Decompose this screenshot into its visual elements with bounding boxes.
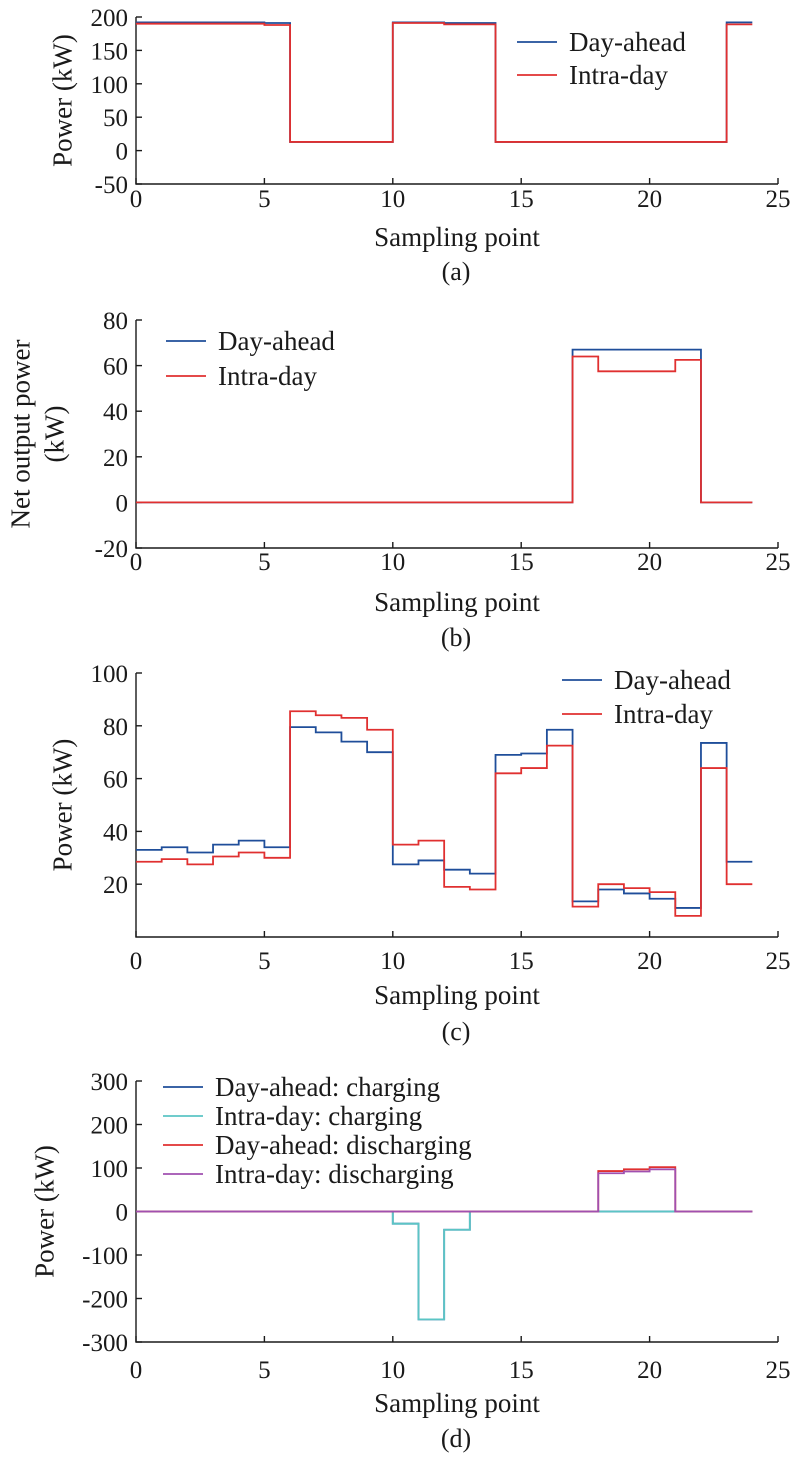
- y-tick-label: 80: [103, 308, 128, 335]
- y-tick-label: -20: [95, 536, 128, 563]
- x-tick-label: 5: [258, 1357, 271, 1384]
- y-tick-label: 100: [91, 661, 129, 688]
- y-tick-label: 100: [91, 1156, 129, 1183]
- x-tick-label: 0: [130, 186, 143, 213]
- y-tick-label: 80: [103, 714, 128, 741]
- x-tick-label: 20: [637, 948, 662, 975]
- y-tick-label: 100: [91, 72, 129, 99]
- x-tick-label: 5: [258, 186, 271, 213]
- y-axis-label: Power (kW): [47, 739, 77, 872]
- x-tick-label: 25: [766, 948, 791, 975]
- y-tick-label: 0: [116, 139, 129, 166]
- x-tick-label: 20: [637, 186, 662, 213]
- x-tick-label: 0: [130, 948, 143, 975]
- y-tick-label: 40: [103, 819, 128, 846]
- x-tick-label: 15: [509, 549, 534, 576]
- y-axis-label: Power (kW): [29, 1145, 59, 1278]
- x-tick-label: 20: [637, 1357, 662, 1384]
- y-tick-label: 300: [91, 1069, 129, 1096]
- chart-panel-3: 0 5 10 15 20 25 20 40 60 80 100 Sampling point Power…: [47, 661, 790, 1046]
- x-tick-label: 15: [509, 948, 534, 975]
- x-tick-label: 25: [766, 1357, 791, 1384]
- y-tick-label: -50: [95, 172, 128, 199]
- panel-caption: (a): [442, 257, 471, 286]
- panel-caption: (c): [442, 1017, 471, 1046]
- y-axis-label: Net output power: [5, 340, 35, 529]
- x-tick-label: 0: [130, 549, 143, 576]
- series-line-2: [136, 1210, 753, 1321]
- y-tick-label: -300: [82, 1330, 128, 1357]
- legend-label: Day-ahead: [614, 665, 731, 695]
- series-line-2: [136, 355, 753, 504]
- legend-label: Intra-day: [614, 699, 713, 729]
- chart-panel-4: 0 5 10 15 20 25 -300 -200 -100 0 100 200 300 Sampling…: [29, 1069, 790, 1453]
- x-axis-label: Sampling point: [374, 587, 540, 617]
- legend-label: Day-ahead: discharging: [215, 1130, 472, 1160]
- x-tick-label: 10: [380, 1357, 405, 1384]
- y-tick-label: 20: [103, 445, 128, 472]
- x-axis-label: Sampling point: [374, 222, 540, 252]
- legend-label: Day-ahead: [569, 27, 686, 57]
- y-tick-label: 200: [91, 1113, 129, 1140]
- x-tick-label: 15: [509, 186, 534, 213]
- y-tick-label: 20: [103, 872, 128, 899]
- legend-label: Intra-day: discharging: [215, 1159, 454, 1189]
- legend-label: Day-ahead: [218, 326, 335, 356]
- x-tick-label: 25: [766, 549, 791, 576]
- y-tick-label: 150: [91, 38, 129, 65]
- panel-caption: (d): [441, 1424, 471, 1453]
- x-axis-label: Sampling point: [374, 1388, 540, 1418]
- x-tick-label: 0: [130, 1357, 143, 1384]
- x-tick-label: 25: [766, 186, 791, 213]
- x-tick-label: 15: [509, 1357, 534, 1384]
- y-tick-label: 60: [103, 767, 128, 794]
- y-tick-label: 0: [116, 1200, 129, 1227]
- panel-caption: (b): [441, 623, 471, 652]
- y-tick-label: 200: [91, 5, 129, 32]
- y-tick-label: 0: [116, 490, 129, 517]
- y-tick-label: 50: [103, 105, 128, 132]
- x-tick-label: 5: [258, 549, 271, 576]
- y-axis-label: (kW): [39, 406, 69, 463]
- legend-label: Intra-day: charging: [215, 1101, 422, 1131]
- y-tick-label: -100: [82, 1243, 128, 1270]
- y-axis-label: Power (kW): [47, 34, 77, 167]
- series-line-4: [136, 1168, 753, 1213]
- x-tick-label: 10: [380, 549, 405, 576]
- x-tick-label: 20: [637, 549, 662, 576]
- y-tick-label: 40: [103, 399, 128, 426]
- x-axis-label: Sampling point: [374, 980, 540, 1010]
- y-tick-label: -200: [82, 1287, 128, 1314]
- series-line-2: [136, 22, 753, 143]
- x-tick-label: 10: [380, 948, 405, 975]
- legend-label: Intra-day: [569, 60, 668, 90]
- x-tick-label: 5: [258, 948, 271, 975]
- y-tick-label: 60: [103, 354, 128, 381]
- legend-label: Intra-day: [218, 361, 317, 391]
- series-line-2: [136, 710, 753, 917]
- legend-label: Day-ahead: charging: [215, 1072, 440, 1102]
- x-tick-label: 10: [380, 186, 405, 213]
